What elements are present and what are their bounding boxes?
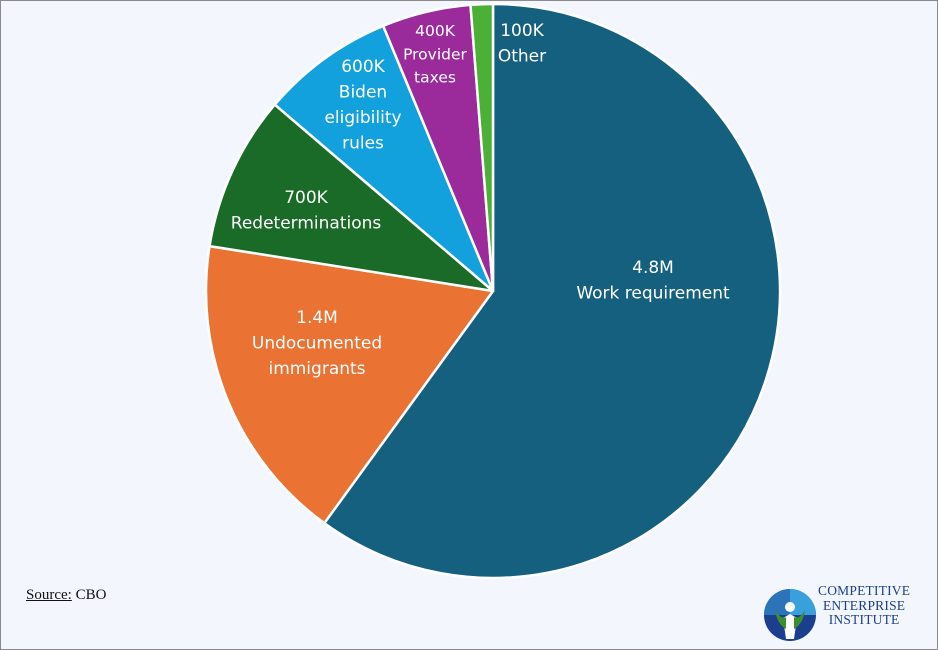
slice-value-label: 600K — [341, 57, 385, 77]
slice-name-label: Provider — [403, 45, 467, 63]
pie-slice-6 — [469, 2, 495, 293]
slice-name-label: Redeterminations — [231, 214, 382, 234]
slice-name-label: Work requirement — [576, 284, 730, 304]
slice-value-label: 1.4M — [296, 308, 338, 328]
source-key: Source: — [26, 587, 72, 603]
slice-value-label: 100K — [500, 21, 544, 41]
slice-name-label: rules — [342, 134, 384, 154]
logo-line-1: COMPETITIVE — [818, 583, 911, 598]
pie-slice-1 — [323, 2, 782, 580]
cei-figure-icon — [764, 589, 816, 641]
cei-logo: COMPETITIVE ENTERPRISE INSTITUTE — [761, 583, 931, 644]
slice-name-label: eligibility — [324, 108, 401, 128]
slice-label-4: 600K Biden eligibility rules — [324, 57, 401, 154]
slice-label-2: 1.4M Undocumented immigrants — [252, 308, 382, 379]
slice-label-3: 700K Redeterminations — [231, 188, 382, 234]
cei-logo-text: COMPETITIVE ENTERPRISE INSTITUTE — [818, 583, 911, 628]
pie-slice-2 — [204, 244, 495, 525]
slice-name-label: immigrants — [268, 359, 365, 379]
pie-slice-3 — [208, 103, 495, 293]
slice-value-label: 700K — [284, 188, 328, 208]
source-value: CBO — [75, 587, 107, 603]
slice-name-label: Undocumented — [252, 334, 382, 354]
logo-line-2: ENTERPRISE — [822, 597, 906, 613]
pie-slice-4 — [273, 24, 495, 293]
slice-label-6: 100K Other — [498, 21, 546, 67]
source-note: Source: CBO — [26, 587, 106, 604]
logo-line-3: INSTITUTE — [828, 612, 900, 627]
slice-label-1: 4.8M Work requirement — [576, 258, 730, 304]
slice-name-label: taxes — [414, 69, 456, 87]
slice-label-5: 400K Provider taxes — [403, 22, 467, 87]
slice-name-label: Other — [498, 47, 546, 67]
slice-value-label: 4.8M — [632, 258, 674, 278]
slice-name-label: Biden — [339, 83, 387, 103]
slice-value-label: 400K — [415, 22, 456, 40]
